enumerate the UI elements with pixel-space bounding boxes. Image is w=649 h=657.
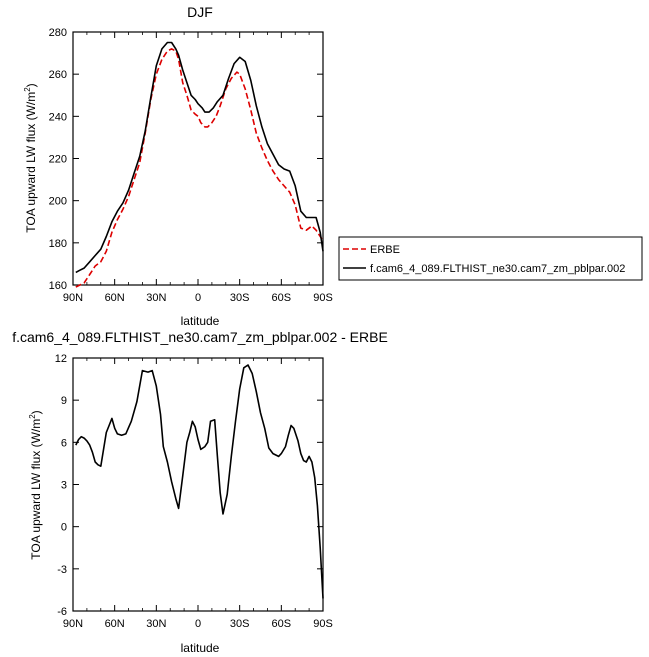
bottom-plot-frame bbox=[72, 357, 324, 612]
bottom-panel: f.cam6_4_089.FLTHIST_ne30.cam7_zm_pblpar… bbox=[12, 329, 388, 655]
top-y-tick-label: 220 bbox=[49, 154, 67, 166]
bottom-x-tick-label: 60S bbox=[272, 618, 292, 630]
top-y-axis-label-main: TOA upward LW flux (W/m bbox=[24, 92, 38, 233]
top-x-tick-label: 60S bbox=[272, 292, 292, 304]
top-x-tick-label: 90N bbox=[63, 292, 83, 304]
top-y-axis-label-sup: 2 bbox=[23, 87, 32, 92]
legend-box bbox=[338, 236, 643, 281]
bottom-x-tick-label: 90N bbox=[63, 618, 83, 630]
bottom-y-tick-label: 6 bbox=[61, 437, 67, 449]
bottom-x-axis-label: latitude bbox=[181, 641, 220, 655]
bottom-y-tick-label: 3 bbox=[61, 480, 67, 492]
bottom-panel-title: f.cam6_4_089.FLTHIST_ne30.cam7_zm_pblpar… bbox=[12, 329, 388, 345]
top-x-tick-label: 30N bbox=[146, 292, 166, 304]
bottom-y-axis-label-main: TOA upward LW flux (W/m bbox=[29, 419, 43, 560]
bottom-x-tick-label: 60N bbox=[105, 618, 125, 630]
top-y-tick-label: 280 bbox=[49, 27, 67, 39]
top-y-tick-label: 260 bbox=[49, 69, 67, 81]
bottom-y-axis-label: TOA upward LW flux (W/m2) bbox=[28, 410, 43, 559]
top-y-tick-label: 240 bbox=[49, 111, 67, 123]
bottom-y-tick-label: -6 bbox=[57, 606, 67, 618]
legend-label-erbe: ERBE bbox=[370, 244, 400, 256]
top-plot-area: 90N 60N 30N 0 30S 60S 90S 160 180 200 220 240 260 280 bbox=[49, 27, 333, 304]
bottom-x-tick-label: 0 bbox=[195, 618, 201, 630]
bottom-y-tick-label: 9 bbox=[61, 395, 67, 407]
top-panel: DJF 90N 60N 30N 0 30S 60S 90S 160 180 200 220 240 26… bbox=[23, 4, 333, 328]
top-series-line-0 bbox=[75, 48, 324, 288]
top-x-axis-label: latitude bbox=[181, 314, 220, 328]
top-y-axis-label-close: ) bbox=[24, 83, 38, 87]
top-x-tick-label: 60N bbox=[105, 292, 125, 304]
top-y-axis-label: TOA upward LW flux (W/m2) bbox=[23, 83, 38, 232]
legend-label-model: f.cam6_4_089.FLTHIST_ne30.cam7_zm_pblpar… bbox=[370, 263, 625, 275]
bottom-x-tick-label: 30N bbox=[146, 618, 166, 630]
top-x-tick-label: 0 bbox=[195, 292, 201, 304]
bottom-y-tick-label: 0 bbox=[61, 522, 67, 534]
top-y-tick-label: 200 bbox=[49, 196, 67, 208]
legend: ERBE f.cam6_4_089.FLTHIST_ne30.cam7_zm_p… bbox=[338, 236, 643, 281]
bottom-y-axis-label-close: ) bbox=[29, 410, 43, 414]
top-y-tick-label: 180 bbox=[49, 238, 67, 250]
bottom-x-tick-label: 30S bbox=[230, 618, 250, 630]
top-plot-frame bbox=[72, 31, 324, 286]
top-x-tick-label: 30S bbox=[230, 292, 250, 304]
top-series-line-1 bbox=[75, 41, 324, 274]
bottom-series-line-0 bbox=[75, 364, 324, 599]
bottom-y-axis-label-sup: 2 bbox=[28, 414, 37, 419]
bottom-y-tick-label: -3 bbox=[57, 564, 67, 576]
top-x-tick-label: 90S bbox=[313, 292, 333, 304]
top-y-tick-label: 160 bbox=[49, 280, 67, 292]
bottom-y-tick-label: 12 bbox=[55, 353, 67, 365]
bottom-plot-area: 90N 60N 30N 0 30S 60S 90S -6 -3 0 3 6 9 12 bbox=[55, 353, 333, 630]
bottom-x-tick-label: 90S bbox=[313, 618, 333, 630]
top-panel-title: DJF bbox=[187, 4, 213, 20]
